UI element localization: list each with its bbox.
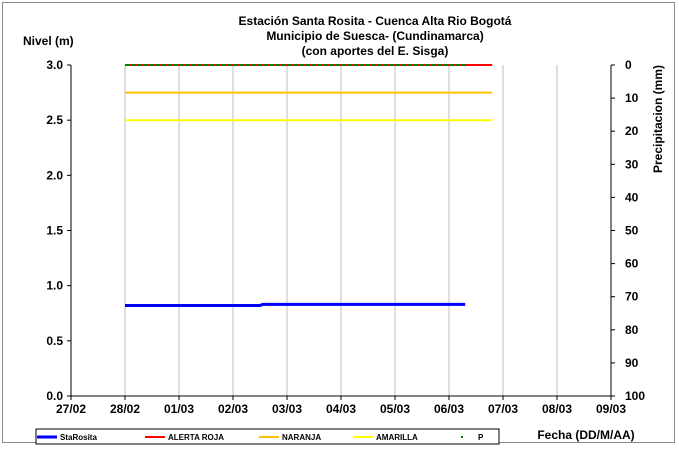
chart-svg: Estación Santa Rosita - Cuenca Alta Rio … bbox=[23, 14, 665, 445]
y-tick-label: 3.0 bbox=[46, 58, 63, 72]
chart-frame: Estación Santa Rosita - Cuenca Alta Rio … bbox=[2, 2, 675, 445]
x-tick-label: 08/03 bbox=[542, 402, 572, 416]
chart-subtitle-2: (con aportes del E. Sisga) bbox=[302, 44, 449, 58]
x-tick-label: 09/03 bbox=[596, 402, 626, 416]
y-tick-label: 0.0 bbox=[46, 389, 63, 403]
y2-tick-label: 100 bbox=[625, 389, 645, 403]
y2-tick-label: 20 bbox=[625, 124, 639, 138]
x-tick-label: 05/03 bbox=[380, 402, 410, 416]
y2-tick-label: 40 bbox=[625, 190, 639, 204]
series-starosita bbox=[125, 302, 466, 307]
grid bbox=[124, 65, 558, 396]
y-tick-label: 1.5 bbox=[46, 224, 63, 238]
y2-tick-label: 70 bbox=[625, 290, 639, 304]
legend: StaRosita ALERTA ROJA NARANJA AMARILLA P bbox=[37, 433, 484, 442]
y2-tick-label: 90 bbox=[625, 356, 639, 370]
y2-axis-label: Precipitacion (mm) bbox=[651, 65, 665, 173]
y-tick-label: 2.0 bbox=[46, 168, 63, 182]
x-tick-label: 03/03 bbox=[272, 402, 302, 416]
chart-subtitle-1: Municipio de Suesca- (Cundinamarca) bbox=[266, 29, 483, 43]
axes bbox=[67, 64, 615, 400]
x-tick-label: 01/03 bbox=[164, 402, 194, 416]
y2-tick-label: 50 bbox=[625, 224, 639, 238]
y2-tick-label: 0 bbox=[625, 58, 632, 72]
y2-tick-label: 80 bbox=[625, 323, 639, 337]
tick-labels: 27/02 28/02 01/03 02/03 03/03 04/03 05/03 06/03… bbox=[46, 58, 645, 416]
y2-tick-label: 30 bbox=[625, 157, 639, 171]
legend-label-p: P bbox=[478, 433, 484, 442]
legend-label-alerta-roja: ALERTA ROJA bbox=[168, 433, 224, 442]
x-tick-label: 06/03 bbox=[434, 402, 464, 416]
chart-title: Estación Santa Rosita - Cuenca Alta Rio … bbox=[239, 14, 512, 28]
y2-tick-label: 60 bbox=[625, 257, 639, 271]
x-axis-label: Fecha (DD/M/AA) bbox=[537, 428, 634, 442]
x-tick-label: 02/03 bbox=[218, 402, 248, 416]
y-tick-label: 2.5 bbox=[46, 113, 63, 127]
legend-label-amarilla: AMARILLA bbox=[376, 433, 418, 442]
legend-label-starosita: StaRosita bbox=[60, 433, 97, 442]
legend-label-naranja: NARANJA bbox=[282, 433, 321, 442]
y-axis-label: Nivel (m) bbox=[23, 34, 74, 48]
series-layer bbox=[125, 64, 493, 307]
legend-swatch-p bbox=[461, 436, 463, 438]
y-tick-label: 1.0 bbox=[46, 279, 63, 293]
y-tick-label: 0.5 bbox=[46, 334, 63, 348]
x-tick-label: 04/03 bbox=[326, 402, 356, 416]
x-tick-label: 07/03 bbox=[488, 402, 518, 416]
x-tick-label: 27/02 bbox=[56, 402, 86, 416]
x-tick-label: 28/02 bbox=[110, 402, 140, 416]
y2-tick-label: 10 bbox=[625, 91, 639, 105]
